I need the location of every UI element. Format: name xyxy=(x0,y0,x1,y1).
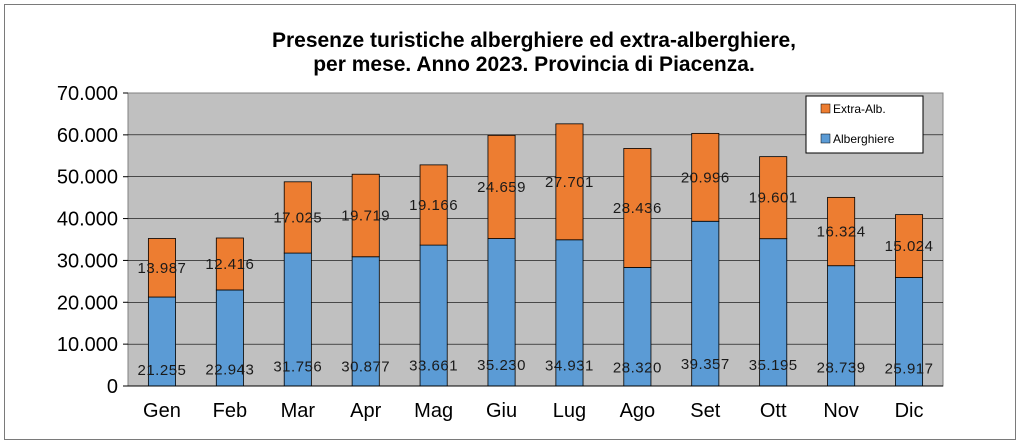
data-label-extra-alb-ago: 28.436 xyxy=(613,200,662,217)
chart-title-line-2: per mese. Anno 2023. Provincia di Piacen… xyxy=(313,53,755,76)
bar-alberghiere-apr xyxy=(351,256,380,387)
bar-extra-alb-ago xyxy=(623,148,652,268)
legend: Extra-Alb. Alberghiere xyxy=(805,95,924,154)
bar-alberghiere-nov xyxy=(827,265,856,387)
y-tick-label: 0 xyxy=(107,376,118,398)
x-tick-label-gen: Gen xyxy=(143,400,181,422)
y-tick-label: 20.000 xyxy=(57,292,118,314)
data-label-extra-alb-lug: 27.701 xyxy=(545,174,594,191)
x-axis-ticks: Gen Feb Mar Apr Mag Giu Lug Ago Set Ott Nov Dic xyxy=(128,385,943,422)
bar-extra-alb-set xyxy=(691,132,720,222)
bar-alberghiere-mar xyxy=(283,252,312,387)
bar-extra-alb-feb xyxy=(215,237,244,291)
y-tick-label: 30.000 xyxy=(57,250,118,272)
bar-extra-alb-dic xyxy=(895,214,924,278)
x-tick-label-nov: Nov xyxy=(823,400,859,422)
bar-extra-alb-apr xyxy=(351,173,380,258)
data-label-extra-alb-ott: 19.601 xyxy=(749,190,798,207)
bars xyxy=(147,123,924,387)
grid-lines xyxy=(128,134,943,345)
data-label-extra-alb-giu: 24.659 xyxy=(477,179,526,196)
bar-extra-alb-gen xyxy=(147,238,176,298)
data-label-alberghiere-ago: 28.320 xyxy=(613,360,662,377)
x-tick-label-set: Set xyxy=(690,400,720,422)
bar-extra-alb-mag xyxy=(419,164,448,246)
data-label-alberghiere-ott: 35.195 xyxy=(749,357,798,374)
data-label-extra-alb-nov: 16.324 xyxy=(817,224,866,241)
legend-label-alberghiere: Alberghiere xyxy=(833,132,895,146)
y-tick-label: 10.000 xyxy=(57,334,118,356)
data-label-extra-alb-apr: 19.719 xyxy=(341,207,390,224)
data-label-alberghiere-lug: 34.931 xyxy=(545,357,594,374)
bar-alberghiere-dic xyxy=(895,277,924,387)
y-tick-label: 50.000 xyxy=(57,167,118,189)
bar-extra-alb-lug xyxy=(555,123,584,241)
data-label-extra-alb-feb: 12.416 xyxy=(205,256,254,273)
bar-alberghiere-set xyxy=(691,220,720,387)
bar-alberghiere-gen xyxy=(147,296,176,387)
x-tick-label-giu: Giu xyxy=(486,400,517,422)
x-tick-label-mar: Mar xyxy=(281,400,316,422)
y-tick-label: 40.000 xyxy=(57,209,118,231)
bar-extra-alb-ott xyxy=(759,156,788,240)
bar-extra-alb-mar xyxy=(283,181,312,254)
x-tick-label-apr: Apr xyxy=(350,400,381,422)
y-tick-label: 60.000 xyxy=(57,125,118,147)
x-tick-label-dic: Dic xyxy=(895,400,924,422)
data-label-alberghiere-giu: 35.230 xyxy=(477,357,526,374)
data-label-extra-alb-set: 20.996 xyxy=(681,169,730,186)
chart-title-line-1: Presenze turistiche alberghiere ed extra… xyxy=(272,29,796,52)
bar-extra-alb-nov xyxy=(827,196,856,267)
data-label-alberghiere-mar: 31.756 xyxy=(273,358,322,375)
data-label-alberghiere-dic: 25.917 xyxy=(885,360,934,377)
data-label-alberghiere-mag: 33.661 xyxy=(409,358,458,375)
data-label-extra-alb-gen: 13.987 xyxy=(138,260,187,277)
data-label-alberghiere-gen: 21.255 xyxy=(138,362,187,379)
y-axis-ticks: 0 10.000 20.000 30.000 40.000 50.000 60.000 70.… xyxy=(57,83,128,398)
data-label-extra-alb-dic: 15.024 xyxy=(885,238,934,255)
data-label-extra-alb-mag: 19.166 xyxy=(409,197,458,214)
data-label-alberghiere-feb: 22.943 xyxy=(205,361,254,378)
legend-swatch-alberghiere xyxy=(820,133,831,144)
legend-label-extra-alb: Extra-Alb. xyxy=(833,102,886,116)
bar-extra-alb-giu xyxy=(487,134,516,239)
data-label-alberghiere-set: 39.357 xyxy=(681,356,730,373)
x-tick-label-mag: Mag xyxy=(414,400,453,422)
data-label-alberghiere-nov: 28.739 xyxy=(817,359,866,376)
x-tick-label-ott: Ott xyxy=(760,400,787,422)
x-tick-label-feb: Feb xyxy=(213,400,247,422)
bar-alberghiere-feb xyxy=(215,289,244,387)
y-tick-label: 70.000 xyxy=(57,83,118,105)
legend-swatch-extra-alb xyxy=(820,103,831,114)
x-tick-label-ago: Ago xyxy=(620,400,656,422)
bar-alberghiere-lug xyxy=(555,239,584,387)
data-label-alberghiere-apr: 30.877 xyxy=(341,359,390,376)
bar-alberghiere-mag xyxy=(419,244,448,387)
data-label-extra-alb-mar: 17.025 xyxy=(273,209,322,226)
data-labels: 21.255 13.987 22.943 12.416 31.756 17.025 30.8… xyxy=(138,169,934,379)
x-tick-label-lug: Lug xyxy=(553,400,586,422)
